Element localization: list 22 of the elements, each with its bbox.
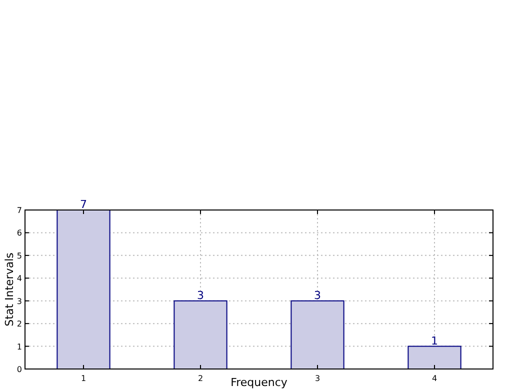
x-tick-label: 4 (432, 374, 438, 383)
data-label: 1 (431, 334, 438, 348)
y-tick-label: 6 (16, 228, 22, 238)
bar (56, 210, 110, 370)
data-label: 3 (314, 288, 321, 302)
y-tick-label: 7 (16, 206, 22, 215)
y-tick-label: 0 (16, 365, 22, 374)
y-axis-title: Stat Intervals (3, 252, 16, 326)
x-axis-title: Frequency (230, 376, 288, 389)
data-label: 3 (197, 288, 204, 302)
y-tick-label: 2 (16, 320, 22, 329)
bar (174, 300, 228, 370)
data-label: 7 (80, 198, 87, 211)
bar (290, 300, 344, 370)
y-tick-label: 5 (16, 251, 22, 260)
bar (408, 346, 462, 370)
x-tick-label: 1 (80, 374, 86, 383)
y-tick-label: 3 (16, 296, 22, 306)
y-tick-label: 4 (16, 274, 22, 284)
x-tick-label: 3 (314, 374, 320, 383)
x-tick-label: 2 (198, 374, 204, 383)
y-tick-label: 1 (16, 342, 22, 352)
